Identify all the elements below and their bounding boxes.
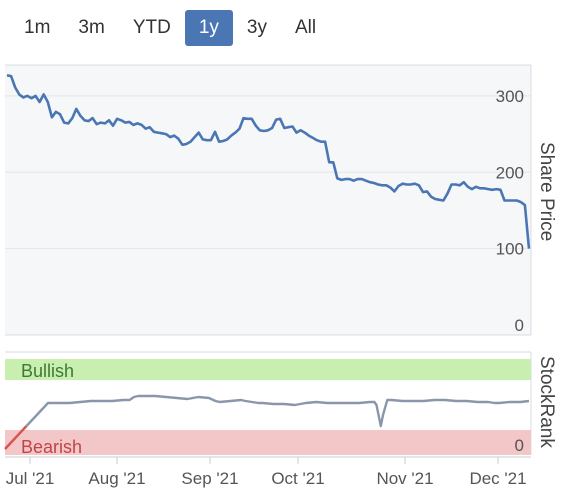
price-tick-label: 0 [515,316,524,335]
price-tick-label: 200 [496,163,524,182]
x-tick-label: Nov '21 [376,469,433,488]
x-tick-label: Aug '21 [88,469,145,488]
range-button-1y[interactable]: 1y [184,10,233,46]
share-price-axis-title: Share Price [536,142,557,241]
range-button-1m[interactable]: 1m [10,10,64,46]
bullish-band-label: Bullish [21,361,74,381]
price-plot-background [5,65,531,335]
bullish-band [5,359,531,380]
stockrank-panel: Bullish Bearish 0 StockRank [4,351,557,457]
price-tick-label: 100 [496,240,524,259]
bearish-band-label: Bearish [21,437,82,457]
share-price-panel: 0 100 200 300 Share Price [5,64,557,336]
stockrank-axis-title: StockRank [536,356,557,448]
range-button-3m[interactable]: 3m [64,10,118,46]
x-tick-label: Dec '21 [469,469,526,488]
x-tick-label: Sep '21 [181,469,238,488]
x-tick-label: Jul '21 [6,469,55,488]
x-tick-label: Oct '21 [271,469,324,488]
stockrank-series-line [25,394,530,428]
x-axis: Jul '21 Aug '21 Sep '21 Oct '21 Nov '21 Dec '… [5,456,531,488]
range-selector: 1m 3m YTD 1y 3y All [10,10,330,46]
range-button-all[interactable]: All [281,10,330,46]
price-tick-label: 300 [496,87,524,106]
share-price-series-line [6,74,531,249]
range-button-3y[interactable]: 3y [233,10,281,46]
stockrank-bearish-segment [4,425,28,450]
range-button-ytd[interactable]: YTD [119,10,185,46]
stockrank-tick-label: 0 [515,436,524,455]
bearish-band [5,430,531,455]
